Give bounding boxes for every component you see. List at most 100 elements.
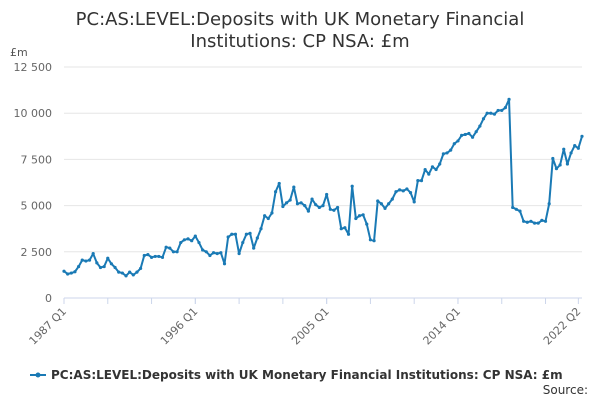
data-point[interactable] <box>503 106 507 110</box>
data-point[interactable] <box>270 211 274 215</box>
data-point[interactable] <box>339 227 343 231</box>
data-point[interactable] <box>84 259 88 263</box>
data-point[interactable] <box>157 254 161 259</box>
data-point[interactable] <box>525 220 529 224</box>
data-point[interactable] <box>190 239 194 243</box>
data-point[interactable] <box>281 204 285 209</box>
data-point[interactable] <box>379 202 383 206</box>
data-point[interactable] <box>310 197 314 201</box>
data-point[interactable] <box>277 181 281 186</box>
data-point[interactable] <box>470 135 475 139</box>
data-point[interactable] <box>208 253 212 258</box>
data-point[interactable] <box>120 271 124 275</box>
data-point[interactable] <box>321 204 325 208</box>
data-point[interactable] <box>259 227 263 231</box>
data-point[interactable] <box>182 238 186 242</box>
data-point[interactable] <box>288 198 292 202</box>
data-point[interactable] <box>211 251 216 255</box>
data-point[interactable] <box>343 226 347 230</box>
data-point[interactable] <box>117 270 121 274</box>
data-point[interactable] <box>179 240 183 245</box>
data-point[interactable] <box>62 269 66 273</box>
data-point[interactable] <box>565 162 570 166</box>
data-point[interactable] <box>368 238 373 242</box>
data-point[interactable] <box>193 234 197 238</box>
data-point[interactable] <box>529 219 533 223</box>
data-point[interactable] <box>124 274 128 278</box>
data-point[interactable] <box>350 184 354 188</box>
data-point[interactable] <box>547 202 551 206</box>
data-point[interactable] <box>478 124 482 128</box>
data-point[interactable] <box>398 188 402 192</box>
data-point[interactable] <box>390 197 394 201</box>
data-point[interactable] <box>383 206 387 210</box>
data-point[interactable] <box>474 130 478 134</box>
data-point[interactable] <box>500 108 504 113</box>
data-point[interactable] <box>219 251 223 255</box>
data-point[interactable] <box>149 255 154 259</box>
data-point[interactable] <box>492 112 497 116</box>
data-point[interactable] <box>543 219 548 223</box>
data-point[interactable] <box>142 253 146 258</box>
data-point[interactable] <box>416 179 420 183</box>
data-point[interactable] <box>354 216 358 221</box>
data-point[interactable] <box>292 185 296 189</box>
data-point[interactable] <box>233 232 238 236</box>
data-point[interactable] <box>76 264 81 269</box>
data-point[interactable] <box>518 209 522 213</box>
data-point[interactable] <box>222 262 227 266</box>
data-point[interactable] <box>164 245 168 249</box>
data-point[interactable] <box>456 139 460 143</box>
data-point[interactable] <box>452 142 456 146</box>
data-point[interactable] <box>317 205 321 210</box>
data-point[interactable] <box>485 111 489 115</box>
data-point[interactable] <box>171 250 176 254</box>
data-point[interactable] <box>346 232 351 236</box>
data-point[interactable] <box>419 179 424 183</box>
data-point[interactable] <box>226 235 230 239</box>
data-point[interactable] <box>135 270 139 274</box>
data-point[interactable] <box>532 221 537 225</box>
data-point[interactable] <box>325 192 329 197</box>
data-point[interactable] <box>306 209 311 213</box>
data-point[interactable] <box>252 246 256 250</box>
data-point[interactable] <box>215 252 219 256</box>
data-point[interactable] <box>201 248 205 252</box>
data-point[interactable] <box>372 239 376 243</box>
data-point[interactable] <box>299 201 303 205</box>
data-point[interactable] <box>496 108 500 113</box>
data-point[interactable] <box>401 189 405 193</box>
data-point[interactable] <box>408 191 413 195</box>
data-point[interactable] <box>80 258 84 262</box>
data-point[interactable] <box>376 199 380 203</box>
data-point[interactable] <box>460 133 464 137</box>
data-point[interactable] <box>87 258 92 262</box>
data-point[interactable] <box>248 231 252 235</box>
data-point[interactable] <box>522 219 526 223</box>
data-point[interactable] <box>230 232 234 236</box>
data-point[interactable] <box>113 265 117 270</box>
data-point[interactable] <box>536 221 540 225</box>
data-point[interactable] <box>186 237 190 241</box>
data-point[interactable] <box>551 156 555 161</box>
data-point[interactable] <box>489 111 493 115</box>
data-point[interactable] <box>361 213 365 217</box>
data-point[interactable] <box>237 252 241 256</box>
data-point[interactable] <box>580 134 584 138</box>
data-point[interactable] <box>295 202 300 206</box>
data-point[interactable] <box>357 214 362 218</box>
data-point[interactable] <box>514 207 518 211</box>
data-point[interactable] <box>244 232 248 236</box>
data-point[interactable] <box>438 162 442 166</box>
data-point[interactable] <box>168 246 172 250</box>
data-point[interactable] <box>573 143 577 148</box>
data-point[interactable] <box>427 172 431 176</box>
data-point[interactable] <box>569 151 573 155</box>
data-point[interactable] <box>332 208 336 212</box>
data-point[interactable] <box>131 273 135 277</box>
data-point[interactable] <box>441 152 445 156</box>
data-point[interactable] <box>449 148 453 152</box>
data-point[interactable] <box>73 270 77 274</box>
data-point[interactable] <box>328 207 332 211</box>
data-point[interactable] <box>405 187 409 191</box>
